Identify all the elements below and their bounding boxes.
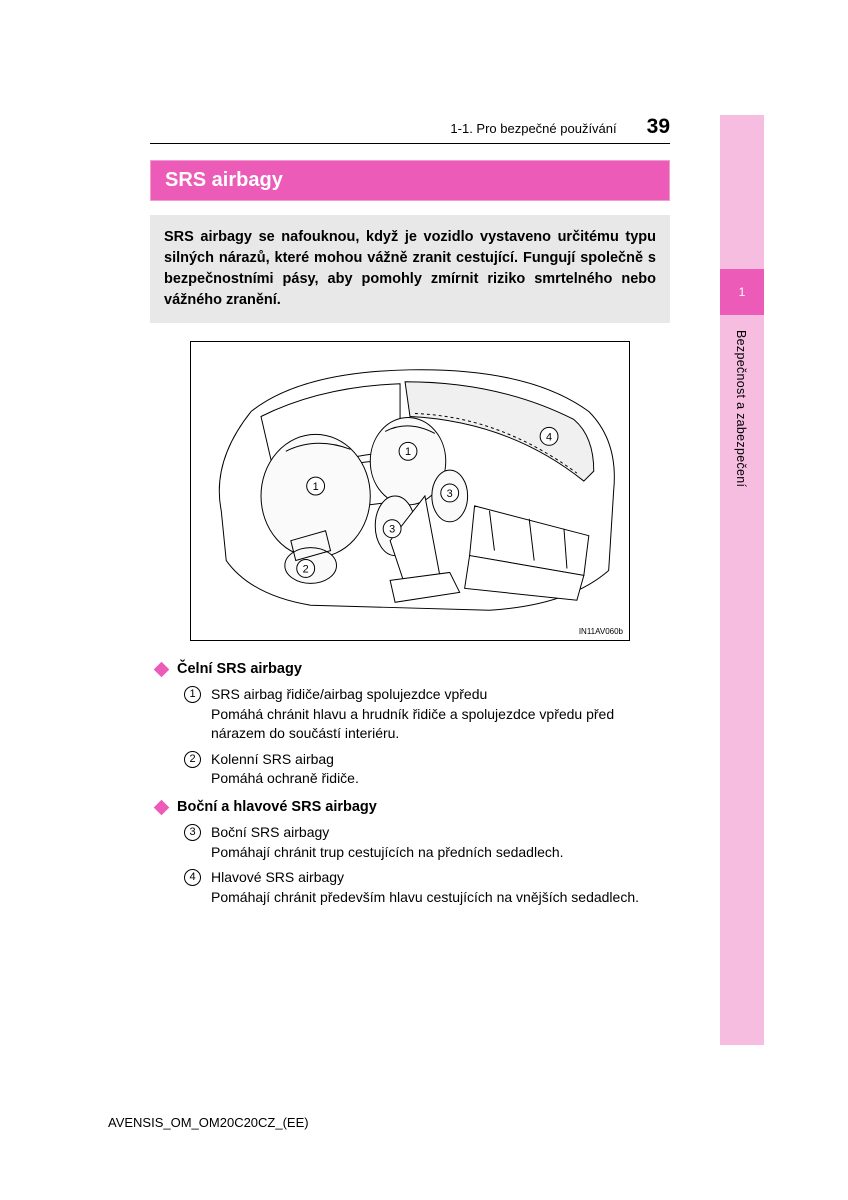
page-header: 1-1. Pro bezpečné používání 39 [150, 115, 670, 144]
page-number: 39 [647, 115, 670, 139]
section-label: 1-1. Pro bezpečné používání [450, 121, 616, 136]
callout-4: 4 [546, 431, 552, 443]
item-desc: Pomáhají chránit trup cestujících na pře… [211, 843, 670, 863]
item-desc: Pomáhá chránit hlavu a hrudník řidiče a … [211, 705, 670, 744]
callout-1b: 1 [405, 446, 411, 458]
airbag-diagram: 1 1 2 3 3 4 IN11AV060b [190, 341, 630, 641]
diamond-icon [154, 799, 170, 815]
chapter-number: 1 [739, 285, 746, 299]
circled-number: 4 [184, 869, 201, 886]
list-item: 4 Hlavové SRS airbagy Pomáhají chránit p… [184, 868, 670, 907]
car-interior-svg: 1 1 2 3 3 4 [191, 342, 629, 640]
subheading-front-text: Čelní SRS airbagy [177, 661, 302, 677]
subheading-front: Čelní SRS airbagy [156, 661, 670, 677]
callout-2: 2 [303, 564, 309, 576]
item-title: Hlavové SRS airbagy [211, 868, 670, 888]
intro-text: SRS airbagy se nafouknou, když je vozidl… [150, 215, 670, 323]
diamond-icon [154, 661, 170, 677]
side-section-label: Bezpečnost a zabezpečení [734, 330, 748, 487]
item-desc: Pomáhá ochraně řidiče. [211, 769, 670, 789]
page-content: 1-1. Pro bezpečné používání 39 SRS airba… [150, 115, 670, 913]
callout-1a: 1 [313, 481, 319, 493]
item-desc: Pomáhají chránit především hlavu cestují… [211, 888, 670, 908]
page-title: SRS airbagy [150, 160, 670, 201]
callout-3b: 3 [447, 488, 453, 500]
diagram-code: IN11AV060b [579, 627, 623, 636]
chapter-tab: 1 [720, 269, 764, 315]
item-title: SRS airbag řidiče/airbag spolujezdce vpř… [211, 685, 670, 705]
callout-3a: 3 [389, 524, 395, 536]
item-title: Boční SRS airbagy [211, 823, 670, 843]
subheading-side: Boční a hlavové SRS airbagy [156, 799, 670, 815]
subheading-side-text: Boční a hlavové SRS airbagy [177, 799, 377, 815]
side-tab: 1 Bezpečnost a zabezpečení [720, 115, 764, 1045]
list-item: 3 Boční SRS airbagy Pomáhají chránit tru… [184, 823, 670, 862]
circled-number: 2 [184, 751, 201, 768]
footer-code: AVENSIS_OM_OM20C20CZ_(EE) [108, 1115, 309, 1130]
circled-number: 1 [184, 686, 201, 703]
item-title: Kolenní SRS airbag [211, 750, 670, 770]
list-item: 1 SRS airbag řidiče/airbag spolujezdce v… [184, 685, 670, 744]
circled-number: 3 [184, 824, 201, 841]
list-item: 2 Kolenní SRS airbag Pomáhá ochraně řidi… [184, 750, 670, 789]
